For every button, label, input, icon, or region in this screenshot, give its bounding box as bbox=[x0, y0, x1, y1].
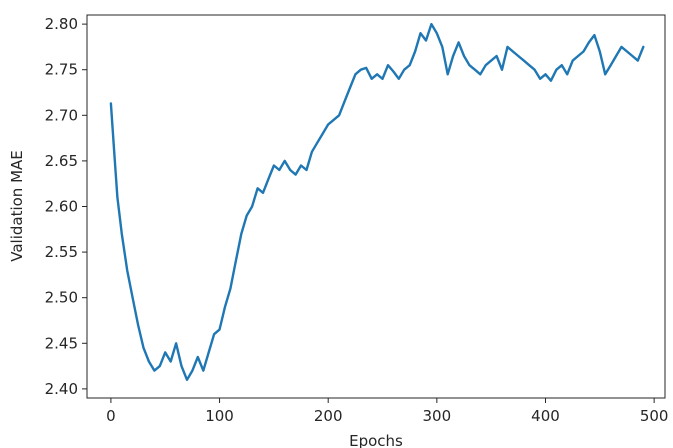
y-tick-label: 2.50 bbox=[45, 289, 78, 307]
x-tick-label: 300 bbox=[423, 407, 452, 425]
y-tick-label: 2.45 bbox=[45, 334, 78, 352]
x-tick-label: 100 bbox=[205, 407, 234, 425]
y-tick-label: 2.80 bbox=[45, 15, 78, 33]
y-tick-label: 2.75 bbox=[45, 61, 78, 79]
y-tick-label: 2.60 bbox=[45, 198, 78, 216]
x-tick-label: 500 bbox=[640, 407, 669, 425]
y-tick-label: 2.55 bbox=[45, 243, 78, 261]
x-tick-label: 200 bbox=[314, 407, 343, 425]
x-tick-label: 0 bbox=[106, 407, 116, 425]
y-tick-label: 2.40 bbox=[45, 380, 78, 398]
x-tick-label: 400 bbox=[531, 407, 560, 425]
y-axis: 2.40 2.45 2.50 2.55 2.60 2.65 2.70 2.75 2.80 bbox=[45, 15, 87, 398]
y-axis-label: Validation MAE bbox=[8, 150, 26, 262]
x-axis-label: Epochs bbox=[349, 432, 403, 448]
y-tick-label: 2.70 bbox=[45, 106, 78, 124]
validation-mae-line bbox=[109, 22, 645, 381]
y-tick-label: 2.65 bbox=[45, 152, 78, 170]
x-axis: 0 100 200 300 400 500 bbox=[106, 398, 668, 425]
plot-area bbox=[86, 14, 666, 399]
